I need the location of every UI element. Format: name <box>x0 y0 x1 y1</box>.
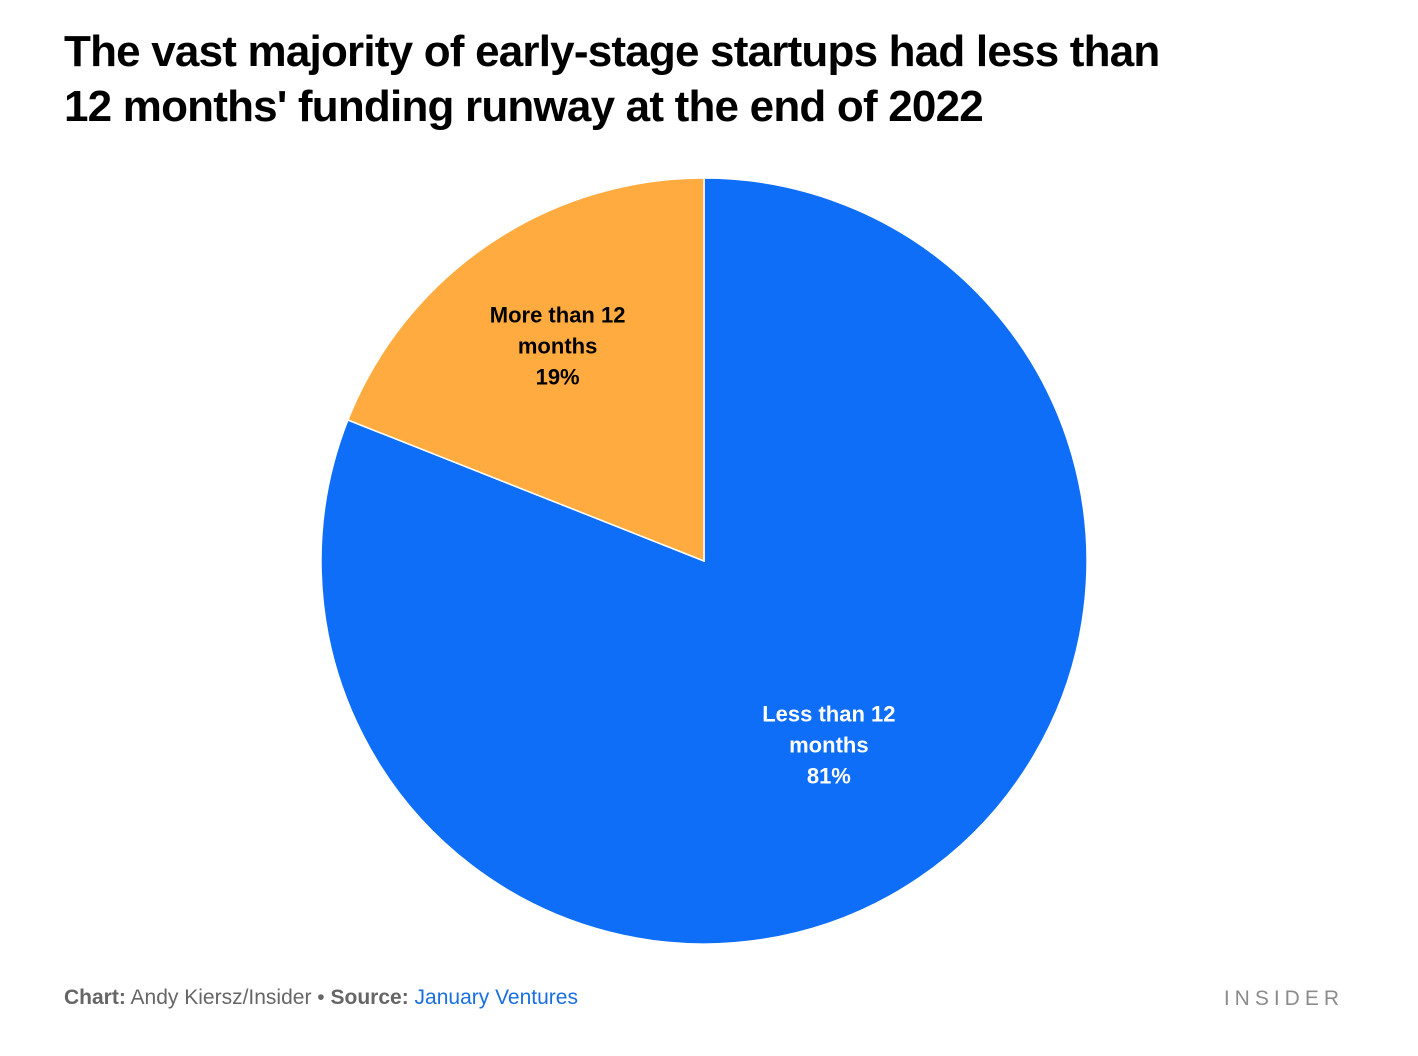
chart-title-line-2: 12 months' funding runway at the end of … <box>64 82 984 131</box>
pie-slice-label-0: Less than 12 months 81% <box>762 702 895 789</box>
pie-slice-label-line: 19% <box>536 365 580 390</box>
insider-logo: INSIDER <box>1223 987 1344 1010</box>
pie-labels: Less than 12 months 81% More than 12 months 1… <box>490 303 896 789</box>
pie-slice-label-line: Less than 12 <box>762 702 895 727</box>
pie-slice-label-1: More than 12 months 19% <box>490 303 626 390</box>
chart-credits: Chart: Andy Kiersz/Insider • Source: Jan… <box>64 986 578 1010</box>
chart-title-line-1: The vast majority of early-stage startup… <box>64 27 1160 76</box>
chart-credit-label: Chart: <box>64 986 126 1009</box>
pie-slice-label-line: months <box>518 334 597 359</box>
source-link[interactable]: January Ventures <box>414 986 578 1009</box>
credit-separator: • <box>317 986 325 1009</box>
chart-author: Andy Kiersz/Insider <box>130 986 312 1009</box>
source-label: Source: <box>330 986 409 1009</box>
pie-slice-label-line: months <box>789 733 868 758</box>
chart-title: The vast majority of early-stage startup… <box>64 24 1364 134</box>
pie-slices <box>320 177 1088 945</box>
pie-slice-label-line: 81% <box>807 764 851 789</box>
pie-slice-1 <box>346 177 705 563</box>
pie-slice-label-line: More than 12 <box>490 303 626 328</box>
